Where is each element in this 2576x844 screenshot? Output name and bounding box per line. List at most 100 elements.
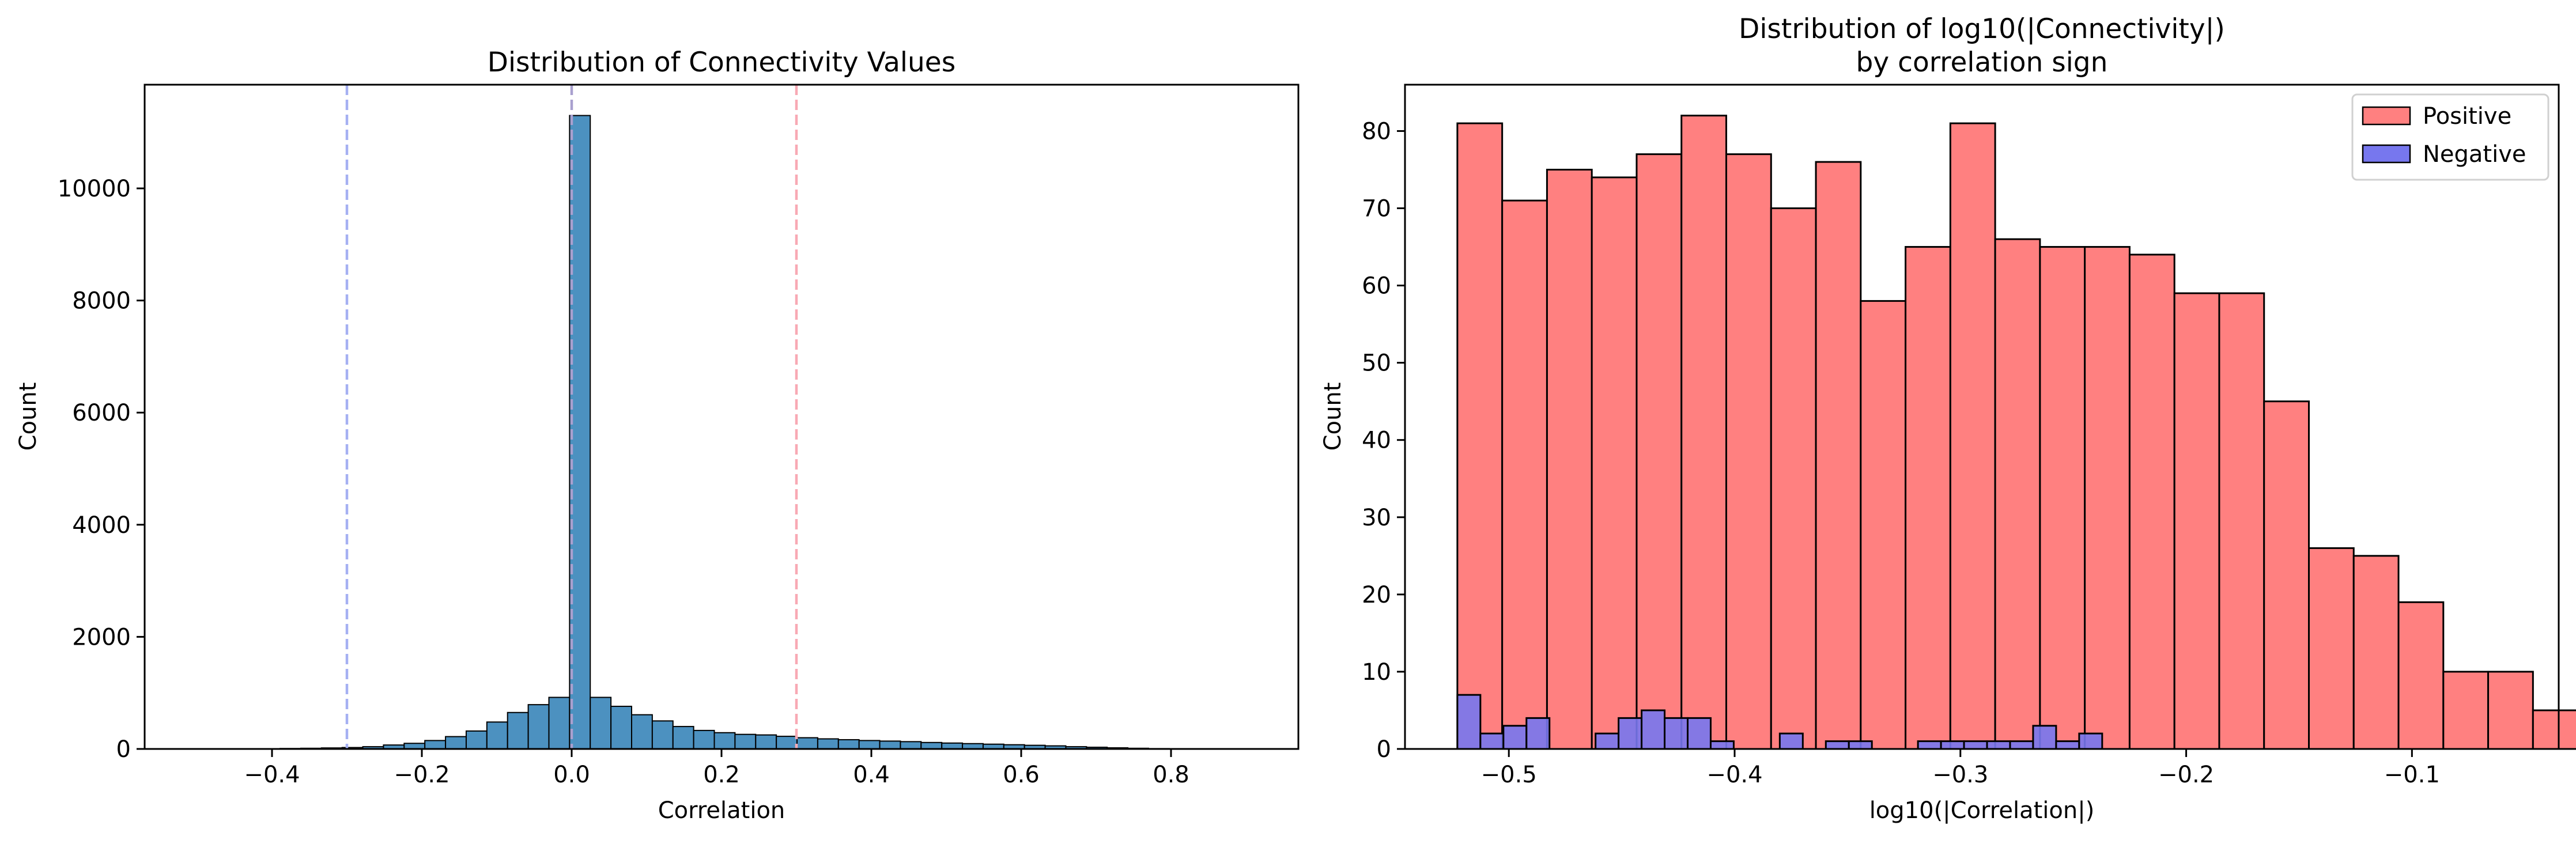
- right-x-tick-label: −0.3: [1932, 762, 1988, 788]
- positive-histogram-bar: [2488, 672, 2533, 749]
- left-x-tick-label: 0.2: [703, 762, 740, 788]
- positive-histogram-bar: [1861, 301, 1906, 749]
- legend-label-negative: Negative: [2423, 141, 2526, 168]
- left-y-tick-label: 0: [116, 736, 131, 763]
- right-y-tick-label: 20: [1362, 582, 1391, 608]
- histogram-bar: [715, 733, 735, 749]
- left-y-ticks: 0 2000 4000 6000 8000 10000: [58, 176, 145, 763]
- positive-histogram-bar: [1906, 247, 1951, 749]
- left-x-axis-label: Correlation: [658, 797, 785, 824]
- histogram-bar: [528, 705, 549, 749]
- negative-histogram-bar: [1504, 726, 1527, 749]
- left-chart-title: Distribution of Connectivity Values: [488, 47, 955, 78]
- left-y-tick-label: 6000: [72, 400, 131, 426]
- right-chart: Distribution of log10(|Connectivity|) by…: [1320, 13, 2576, 824]
- right-positive-bars: [1457, 116, 2576, 749]
- left-y-tick-label: 4000: [72, 512, 131, 539]
- right-x-ticks: −0.5−0.4−0.3−0.2−0.1: [1481, 749, 2440, 788]
- right-chart-subtitle: by correlation sign: [1856, 47, 2108, 78]
- left-x-tick-label: 0.0: [553, 762, 590, 788]
- legend-swatch-positive: [2363, 107, 2410, 124]
- right-y-tick-label: 50: [1362, 350, 1391, 377]
- positive-histogram-bar: [1592, 177, 1637, 749]
- positive-histogram-bar: [2085, 247, 2130, 749]
- histogram-bar: [652, 721, 673, 749]
- histogram-bar: [590, 697, 611, 749]
- left-y-tick-label: 10000: [58, 176, 131, 202]
- negative-histogram-bar: [1688, 718, 1711, 749]
- negative-histogram-bar: [1826, 741, 1849, 749]
- negative-histogram-bar: [1918, 741, 1941, 749]
- negative-histogram-bar: [2056, 741, 2079, 749]
- histogram-bar: [859, 740, 880, 749]
- negative-histogram-bar: [1527, 718, 1550, 749]
- negative-histogram-bar: [1457, 695, 1480, 749]
- histogram-bar: [921, 743, 942, 749]
- positive-histogram-bar: [2399, 602, 2443, 749]
- histogram-bar: [466, 731, 487, 749]
- histogram-bar: [735, 735, 756, 749]
- histogram-bar: [756, 735, 776, 749]
- right-y-tick-label: 70: [1362, 196, 1391, 222]
- positive-histogram-bar: [1457, 123, 1502, 749]
- left-x-tick-label: 0.4: [853, 762, 890, 788]
- histogram-bar: [776, 736, 797, 749]
- histogram-bar: [632, 715, 652, 749]
- positive-histogram-bar: [2533, 710, 2576, 749]
- negative-histogram-bar: [1596, 733, 1619, 749]
- negative-histogram-bar: [2079, 733, 2102, 749]
- negative-histogram-bar: [1780, 733, 1803, 749]
- negative-histogram-bar: [1964, 741, 1987, 749]
- positive-histogram-bar: [1950, 123, 1995, 749]
- histogram-bar: [673, 726, 694, 749]
- positive-histogram-bar: [2443, 672, 2488, 749]
- left-chart: Distribution of Connectivity Values −0.4…: [15, 47, 1298, 824]
- negative-histogram-bar: [1941, 741, 1964, 749]
- positive-histogram-bar: [1547, 169, 1592, 749]
- positive-histogram-bar: [2354, 556, 2399, 749]
- histogram-bar: [942, 743, 962, 749]
- left-y-tick-label: 8000: [72, 288, 131, 315]
- histogram-bar: [797, 738, 818, 749]
- histogram-bar: [880, 741, 901, 749]
- positive-histogram-bar: [2264, 402, 2309, 749]
- positive-histogram-bar: [1727, 154, 1772, 749]
- negative-histogram-bar: [2010, 741, 2033, 749]
- right-chart-title: Distribution of log10(|Connectivity|): [1739, 13, 2225, 45]
- histogram-bar: [900, 741, 921, 749]
- right-y-tick-label: 40: [1362, 427, 1391, 454]
- positive-histogram-bar: [1771, 209, 1816, 749]
- histogram-bar: [487, 722, 508, 749]
- right-y-tick-label: 60: [1362, 273, 1391, 300]
- right-x-tick-label: −0.4: [1706, 762, 1762, 788]
- left-y-tick-label: 2000: [72, 624, 131, 650]
- right-x-tick-label: −0.1: [2384, 762, 2440, 788]
- legend-label-positive: Positive: [2423, 103, 2511, 130]
- left-x-tick-label: 0.6: [1003, 762, 1040, 788]
- left-x-tick-label: −0.2: [394, 762, 450, 788]
- left-bars-group: [239, 116, 1189, 749]
- right-y-tick-label: 80: [1362, 118, 1391, 145]
- positive-histogram-bar: [1816, 162, 1861, 749]
- positive-histogram-bar: [2219, 293, 2264, 749]
- negative-histogram-bar: [1665, 718, 1688, 749]
- histogram-bar: [838, 740, 859, 749]
- negative-histogram-bar: [2033, 726, 2056, 749]
- histogram-bar: [508, 713, 528, 749]
- negative-histogram-bar: [1642, 710, 1665, 749]
- histogram-bar: [425, 740, 445, 749]
- right-y-tick-label: 30: [1362, 505, 1391, 531]
- right-x-axis-label: log10(|Correlation|): [1869, 797, 2095, 824]
- left-plot-frame: [145, 85, 1298, 749]
- right-x-tick-label: −0.5: [1481, 762, 1537, 788]
- histogram-bar: [694, 731, 715, 749]
- positive-histogram-bar: [1637, 154, 1682, 749]
- positive-histogram-bar: [1995, 239, 2040, 749]
- positive-histogram-bar: [1682, 116, 1727, 749]
- positive-histogram-bar: [2040, 247, 2085, 749]
- histogram-bar: [549, 697, 569, 749]
- positive-histogram-bar: [2174, 293, 2219, 749]
